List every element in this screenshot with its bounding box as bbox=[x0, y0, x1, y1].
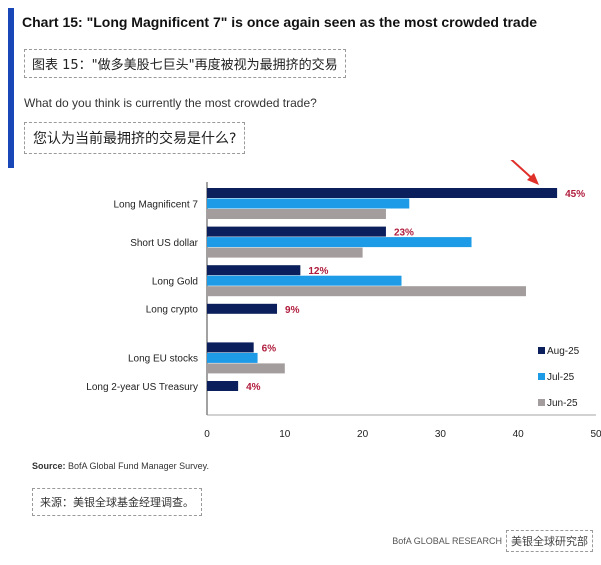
data-label: 12% bbox=[308, 266, 328, 277]
legend-swatch bbox=[538, 399, 545, 406]
source-label: Source: bbox=[32, 461, 66, 471]
category-label: Long crypto bbox=[146, 305, 199, 316]
source-note: Source: BofA Global Fund Manager Survey. bbox=[32, 461, 209, 471]
chart-title-cn: 图表 15："做多美股七巨头"再度被视为最拥挤的交易 bbox=[24, 49, 346, 78]
annotation-arrow-head bbox=[527, 173, 539, 185]
bar-aug-25-0 bbox=[207, 188, 558, 198]
x-tick-label: 50 bbox=[590, 429, 601, 440]
bar-chart: Long Magnificent 7 Short US dollar Long Go… bbox=[86, 160, 601, 440]
data-label: 45% bbox=[565, 189, 585, 200]
survey-question-cn: 您认为当前最拥挤的交易是什么? bbox=[24, 122, 246, 154]
source-text: BofA Global Fund Manager Survey. bbox=[68, 461, 209, 471]
data-label: 23% bbox=[394, 228, 414, 239]
bar-aug-25-5 bbox=[207, 381, 239, 391]
category-label: Long 2-year US Treasury bbox=[86, 382, 198, 393]
footer-brand: BofA GLOBAL RESEARCH 美银全球研究部 bbox=[392, 530, 593, 552]
bar-aug-25-4 bbox=[207, 342, 254, 353]
x-tick-label: 30 bbox=[435, 429, 447, 440]
survey-question: What do you think is currently the most … bbox=[24, 96, 317, 110]
data-label: 9% bbox=[285, 305, 300, 316]
x-tick-label: 20 bbox=[357, 429, 369, 440]
source-note-cn: 来源：美银全球基金经理调查。 bbox=[32, 488, 202, 516]
annotation-arrow-shaft bbox=[510, 160, 536, 182]
category-label: Long Magnificent 7 bbox=[113, 199, 198, 210]
bar-jul-25-0 bbox=[207, 198, 410, 209]
legend-swatch bbox=[538, 373, 545, 380]
legend-label: Jun-25 bbox=[547, 398, 578, 409]
bar-jul-25-4 bbox=[207, 352, 258, 363]
footer-brand-en: BofA GLOBAL RESEARCH bbox=[392, 536, 502, 546]
legend-label: Aug-25 bbox=[547, 346, 580, 357]
legend-label: Jul-25 bbox=[547, 372, 575, 383]
title-accent-bar bbox=[8, 8, 14, 168]
legend-swatch bbox=[538, 347, 545, 354]
data-label: 6% bbox=[262, 343, 277, 354]
data-label: 4% bbox=[246, 382, 261, 393]
category-label: Short US dollar bbox=[130, 238, 198, 249]
category-label: Long Gold bbox=[152, 276, 198, 287]
x-tick-label: 40 bbox=[513, 429, 525, 440]
bar-jun-25-2 bbox=[207, 286, 526, 297]
bar-aug-25-3 bbox=[207, 303, 278, 314]
footer-brand-cn: 美银全球研究部 bbox=[506, 530, 593, 552]
bar-jun-25-1 bbox=[207, 247, 363, 258]
bar-jul-25-2 bbox=[207, 275, 402, 286]
x-tick-label: 0 bbox=[204, 429, 210, 440]
bar-aug-25-1 bbox=[207, 226, 386, 237]
bar-jul-25-1 bbox=[207, 237, 472, 248]
bar-jun-25-4 bbox=[207, 363, 285, 374]
bar-jun-25-0 bbox=[207, 209, 386, 219]
category-label: Long EU stocks bbox=[128, 354, 198, 365]
chart-title: Chart 15: "Long Magnificent 7" is once a… bbox=[22, 14, 538, 30]
x-tick-label: 10 bbox=[279, 429, 291, 440]
bar-aug-25-2 bbox=[207, 265, 301, 276]
